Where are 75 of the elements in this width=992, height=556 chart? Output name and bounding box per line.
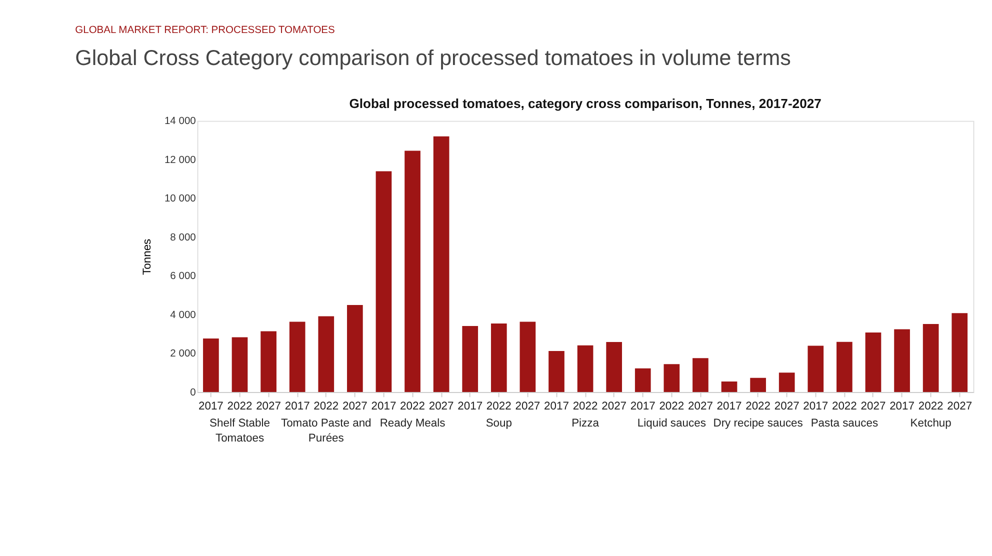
x-tick-label: 2027	[860, 400, 886, 412]
x-tick-label: 2027	[774, 400, 800, 412]
text: GLOBAL MARKET REPORT: PROCESSED TOMATOES	[75, 24, 336, 36]
text: Ketchup	[910, 418, 952, 430]
bar	[808, 346, 824, 392]
x-tick-label: 2017	[803, 400, 828, 412]
x-tick-label: 2022	[918, 400, 944, 412]
y-tick-label: 2 000	[170, 348, 196, 360]
bar	[232, 337, 248, 392]
x-tick-label: 2027	[515, 400, 540, 412]
x-tick-label: 2017	[716, 400, 742, 412]
bar	[836, 342, 852, 392]
x-tick-label: 2027	[602, 400, 627, 412]
bar	[894, 329, 910, 392]
x-tick-label: 2017	[890, 400, 914, 412]
bar	[721, 382, 738, 392]
text: Shelf Stable Tomatoes	[210, 418, 270, 445]
bar	[634, 368, 651, 392]
bar	[548, 350, 564, 392]
bar	[750, 378, 766, 392]
x-tick-label: 2017	[458, 400, 483, 412]
x-tick-label: 2027	[947, 400, 972, 412]
chart-subtitle: Global Cross Category comparison of processed tomatoes in volume terms	[75, 46, 791, 70]
x-tick-label: 2017	[544, 400, 569, 412]
bar	[778, 372, 795, 392]
x-tick-label: 2022	[659, 400, 684, 412]
bar	[577, 345, 594, 392]
bar	[203, 338, 219, 392]
x-tick-label: 2022	[486, 400, 512, 412]
bar	[289, 322, 306, 392]
bar	[260, 331, 276, 392]
text: Ready Meals	[380, 418, 446, 430]
x-tick-label: 2017	[630, 400, 656, 412]
text: Soup	[486, 418, 512, 430]
y-tick-label: 4 000	[170, 310, 196, 321]
x-tick-label: 2022	[832, 400, 857, 412]
bar	[865, 332, 882, 392]
text: Liquid sauces	[637, 418, 706, 430]
text: Pizza	[572, 418, 600, 430]
bar	[318, 316, 334, 392]
bar	[922, 324, 939, 392]
x-tick-label: 2017	[198, 400, 224, 412]
x-tick-label: 2022	[746, 400, 771, 412]
x-tick-label: 2022	[400, 400, 425, 412]
x-tick-label: 2027	[342, 400, 368, 412]
bar	[520, 322, 536, 392]
y-tick-label: 12 000	[164, 154, 196, 166]
bar	[664, 364, 680, 392]
y-axis-title: Tonnes	[141, 238, 154, 275]
y-tick-label: 6 000	[170, 271, 196, 282]
bar	[692, 358, 708, 392]
chart-title: Global processed tomatoes, category cross comparison, Tonnes, 2017-2027	[349, 96, 822, 111]
bar	[433, 136, 450, 392]
bar	[490, 323, 507, 392]
x-tick-label: 2017	[371, 400, 396, 412]
y-tick-label: 0	[190, 387, 196, 398]
text: Tomato Paste and Purées	[280, 418, 372, 445]
y-tick-label: 10 000	[164, 194, 196, 205]
x-tick-label: 2022	[227, 400, 252, 412]
x-tick-label: 2027	[256, 400, 282, 412]
bar	[376, 171, 392, 392]
text: Pasta sauces	[810, 418, 878, 430]
bar	[952, 313, 968, 392]
bar	[347, 305, 363, 392]
y-tick-label: 14 000	[164, 116, 196, 128]
text: Dry recipe sauces	[713, 418, 804, 430]
bar	[404, 150, 420, 392]
bar	[462, 326, 478, 392]
bar	[606, 342, 622, 392]
x-tick-label: 2027	[688, 400, 713, 412]
x-tick-label: 2022	[314, 400, 339, 412]
x-tick-label: 2017	[284, 400, 310, 412]
x-tick-label: 2027	[428, 400, 454, 412]
x-tick-label: 2022	[572, 400, 598, 412]
y-tick-label: 8 000	[170, 232, 196, 244]
